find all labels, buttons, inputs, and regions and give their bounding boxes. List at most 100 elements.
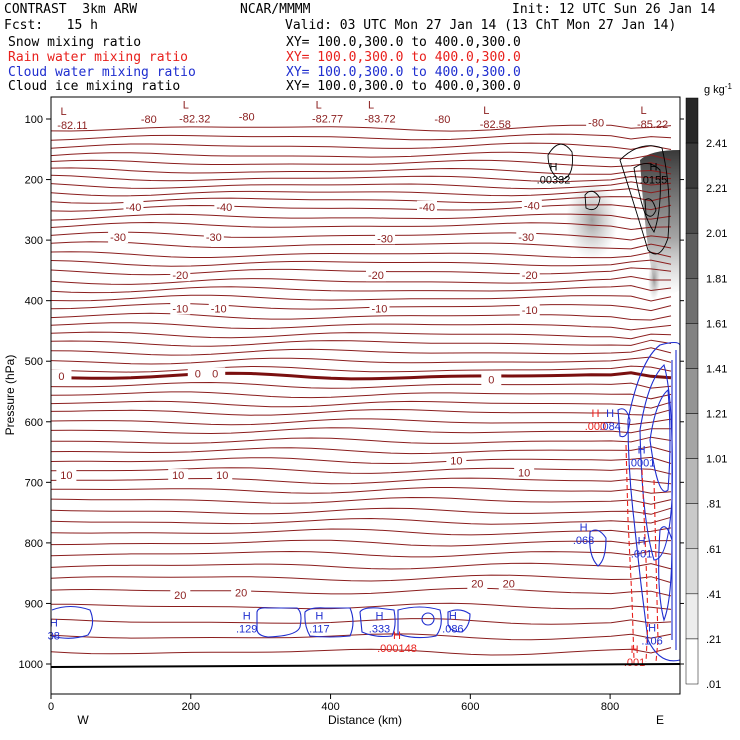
isotherm-line [50, 496, 672, 505]
temp-label: 10 [60, 470, 72, 482]
isotherm-line [50, 550, 672, 558]
temp-label-bg [108, 231, 129, 244]
rain-contour-3 [653, 479, 659, 663]
colorbar-swatch [685, 458, 699, 504]
east-label: E [656, 713, 664, 727]
colorbar-swatch [685, 278, 699, 324]
field-cloudice-name: Cloud ice mixing ratio [8, 79, 181, 94]
snow-high-value: .00332 [537, 174, 571, 186]
isotherm-line [50, 167, 672, 175]
field-snow-xy: XY= 100.0,300.0 to 400.0,300.0 [286, 35, 521, 50]
colorbar-label: .81 [706, 499, 721, 511]
isotherm-line [50, 647, 672, 656]
cw-blob-2 [256, 607, 302, 638]
temp-label-bg [432, 113, 453, 125]
temp-label-bg [365, 269, 386, 282]
snow-contour-1 [547, 143, 573, 181]
temp-label-bg [369, 302, 390, 315]
colorbar-swatch [685, 638, 699, 685]
valid-time: Valid: 03 UTC Mon 27 Jan 14 (13 ChT Mon … [285, 18, 677, 33]
colorbar-label: 1.61 [706, 318, 727, 330]
cw-blob-4 [359, 607, 396, 638]
colorbar-label: 1.21 [706, 409, 727, 421]
cloud-water-high-value: .001 [631, 549, 652, 561]
temp-label-bg [56, 469, 77, 482]
temp-label-bg [170, 269, 191, 282]
colorbar-swatch [685, 503, 699, 550]
colorbar-label: .61 [706, 544, 721, 556]
temp-label: -40 [126, 202, 142, 214]
cloud-water-high-value: .106 [641, 636, 662, 648]
low-value: -82.77 [312, 114, 343, 126]
rain-water-high-value: .000148 [377, 643, 417, 655]
isotherm-line [50, 221, 672, 231]
colorbar-swatch [685, 368, 699, 414]
cw-column-inner2 [649, 388, 671, 492]
init-time: Init: 12 UTC Sun 26 Jan 14 [512, 2, 716, 17]
temp-label-bg [375, 232, 396, 245]
snow-high-value: .0155 [640, 174, 668, 186]
cloud-water-high-value: .086 [442, 624, 463, 636]
temp-label-bg [214, 200, 235, 213]
cloud-water-high-marker: H [50, 617, 58, 629]
low-marker: L [316, 100, 322, 112]
snow-high-marker: H [649, 161, 657, 173]
isotherm-line [50, 527, 672, 536]
cloud-water-high-value: 38 [48, 630, 60, 642]
rain-water-high-value: .001 [624, 657, 645, 669]
isotherm-line [50, 507, 672, 515]
colorbar-unit-exponent: -1 [725, 82, 733, 91]
low-value: -85.22 [637, 119, 668, 131]
temp-label-bg [203, 231, 224, 244]
temp-label-bg [516, 231, 537, 244]
cloud-water-high-marker: H [638, 445, 646, 457]
snow-shading [566, 150, 680, 300]
rain-water-high-marker: H [591, 408, 599, 420]
temp-label-bg [123, 200, 144, 213]
x-tick-label: 800 [601, 701, 619, 713]
colorbar-swatch [685, 232, 699, 279]
temp-label-bg [514, 466, 535, 479]
colorbar-swatch [685, 548, 699, 595]
temp-label: 20 [235, 588, 247, 600]
temp-label: -10 [172, 304, 188, 316]
forecast-hour: Fcst: 15 h [4, 18, 98, 33]
field-cloudwater-name: Cloud water mixing ratio [8, 65, 196, 80]
snow-shade-east [640, 150, 680, 295]
isotherm-line [50, 633, 672, 641]
temp-label: 0 [212, 368, 218, 380]
x-tick-label: 200 [182, 701, 200, 713]
cloud-water-high-marker: H [606, 408, 614, 420]
cw-column-inner6 [617, 408, 631, 438]
temp-label: -30 [377, 233, 393, 245]
isotherm-line [50, 213, 672, 221]
temp-label: -10 [522, 305, 538, 317]
temp-label: 20 [503, 578, 515, 590]
isotherm-line [50, 241, 672, 250]
cw-blob-1 [51, 605, 94, 639]
rain-water-high-marker: H [393, 630, 401, 642]
isotherm-line [50, 331, 672, 340]
snow-high-marker: H [550, 161, 558, 173]
cloud-water-high-marker: H [315, 611, 323, 623]
cloud-water-high-marker: H [243, 611, 251, 623]
zero-isotherm [50, 371, 672, 381]
colorbar-swatch [685, 593, 699, 640]
isotherm-line [50, 408, 672, 416]
field-snow-name: Snow mixing ratio [8, 35, 142, 50]
isotherm-line [51, 602, 672, 610]
rain-water-contours [625, 444, 659, 663]
isotherm-line [50, 562, 672, 570]
cloud-water-high-marker: H [580, 522, 588, 534]
low-marker: L [483, 105, 489, 117]
isotherm-line [50, 285, 672, 294]
temp-label: -80 [434, 114, 450, 126]
snow-shade-west [566, 180, 618, 260]
temperature-contours [50, 124, 672, 656]
west-label: W [77, 713, 89, 727]
y-tick-label: 700 [25, 477, 43, 489]
temp-label-bg [519, 269, 540, 282]
low-marker: L [368, 100, 374, 112]
temp-label: -10 [372, 304, 388, 316]
